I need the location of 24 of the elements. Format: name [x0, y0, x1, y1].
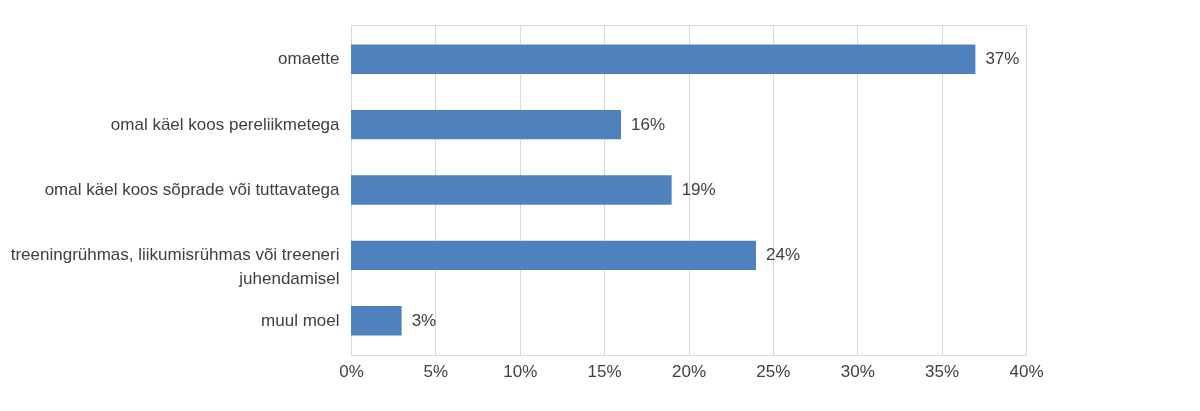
bar: [351, 109, 621, 140]
x-tick-label: 30%: [840, 361, 875, 381]
bar: [351, 240, 756, 271]
bar: [351, 175, 672, 205]
bar: [351, 305, 402, 336]
data-label: 16%: [631, 114, 666, 134]
y-tick-label: muul moel: [261, 310, 340, 330]
x-tick-label: 20%: [671, 361, 707, 381]
y-tick-label: treeningrühmas, liikumisrühmas või treeneri juhendamisel: [10, 245, 340, 289]
x-tick-label: 5%: [423, 361, 449, 381]
x-tick-label: 40%: [1009, 361, 1044, 381]
data-label: 3%: [411, 310, 437, 330]
y-tick-label: omal käel koos sõprade või tuttavatega: [44, 180, 341, 199]
y-tick-label: omaette: [278, 49, 340, 69]
data-label: 24%: [766, 245, 801, 265]
data-label: 19%: [681, 180, 716, 199]
x-tick-label: 10%: [503, 361, 538, 381]
x-tick-label: 35%: [925, 361, 960, 381]
x-tick-label: 25%: [756, 361, 791, 381]
bar: [351, 44, 976, 75]
data-label: 37%: [985, 49, 1020, 69]
x-tick-label: 15%: [587, 361, 622, 381]
x-tick-label: 0%: [339, 361, 364, 381]
y-tick-label: omal käel koos pereliikmetega: [110, 114, 341, 134]
